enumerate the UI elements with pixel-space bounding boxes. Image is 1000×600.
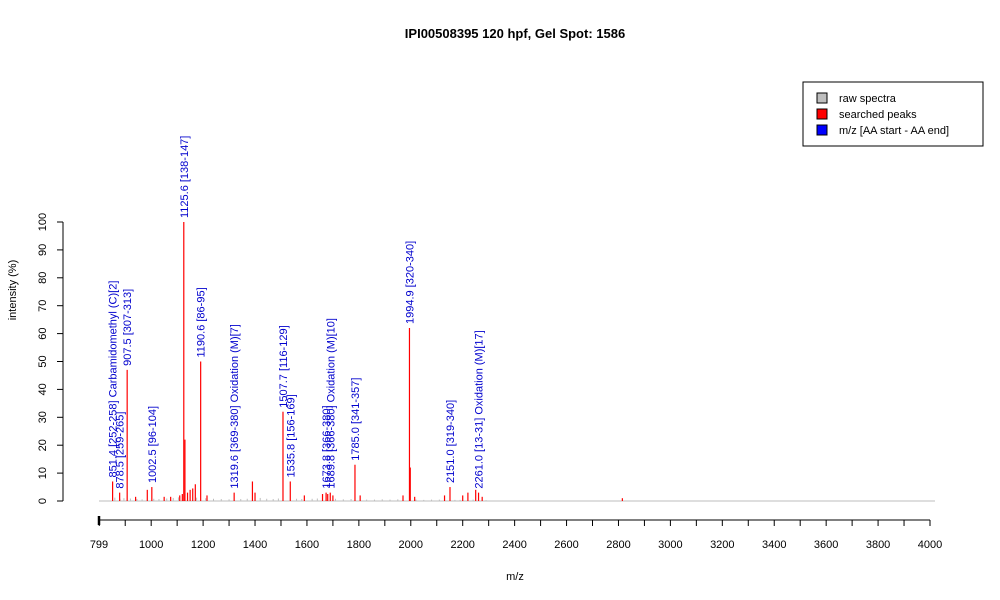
y-tick-label: 0 bbox=[37, 498, 49, 504]
y-tick-label: 70 bbox=[37, 300, 49, 312]
peak-annotation-label: 1785.0 [341-357] bbox=[350, 378, 362, 461]
searched-peaks-series bbox=[112, 222, 623, 501]
legend-swatch bbox=[816, 92, 828, 104]
peak-annotation-label: 1535.8 [156-169] bbox=[285, 394, 297, 477]
y-tick-label: 100 bbox=[37, 213, 49, 231]
legend-label: m/z [AA start - AA end] bbox=[839, 125, 949, 137]
peak-annotation-label: 2261.0 [13-31] Oxidation (M)[17] bbox=[474, 330, 486, 488]
x-tick-label: 1600 bbox=[295, 539, 319, 551]
y-tick-label: 50 bbox=[37, 355, 49, 367]
peak-annotation-label: 1689.8 [366-380] Oxidation (M)[10] bbox=[325, 318, 337, 489]
y-tick-label: 80 bbox=[37, 272, 49, 284]
peak-annotation-label: 907.5 [307-313] bbox=[122, 289, 134, 366]
x-tick-label: 2400 bbox=[502, 539, 526, 551]
y-axis: 0 10 20 30 40 50 60 70 80 90 100 bbox=[37, 213, 64, 504]
y-tick-label: 40 bbox=[37, 383, 49, 395]
x-axis: 799 1000 1200 1400 1600 1800 2000 2200 2400 2600 2… bbox=[90, 516, 942, 551]
x-tick-label: 799 bbox=[90, 539, 108, 551]
legend-box bbox=[802, 81, 984, 147]
x-tick-label: 2200 bbox=[450, 539, 474, 551]
x-axis-label: m/z bbox=[506, 571, 524, 583]
x-tick-label: 3200 bbox=[710, 539, 734, 551]
y-tick-label: 20 bbox=[37, 439, 49, 451]
x-tick-label: 1800 bbox=[347, 539, 371, 551]
legend-label: raw spectra bbox=[839, 93, 897, 105]
y-tick-label: 90 bbox=[37, 244, 49, 256]
x-tick-label: 1400 bbox=[243, 539, 267, 551]
peak-annotation-label: 2151.0 [319-340] bbox=[445, 400, 457, 483]
peak-annotation-label: 1125.6 [138-147] bbox=[179, 136, 191, 218]
chart-title: IPI00508395 120 hpf, Gel Spot: 1586 bbox=[405, 26, 625, 41]
peak-annotation-label: 1002.5 [96-104] bbox=[147, 406, 159, 483]
x-tick-label: 3000 bbox=[658, 539, 682, 551]
x-tick-label: 1200 bbox=[191, 539, 215, 551]
x-tick-label: 3600 bbox=[814, 539, 838, 551]
peak-annotation-label: 1994.9 [320-340] bbox=[404, 241, 416, 324]
peak-annotation-label: 1507.7 [116-129] bbox=[278, 325, 290, 407]
legend: raw spectra searched peaks m/z [AA start -… bbox=[802, 81, 984, 147]
peak-annotation-label: 851.4 [252-258] Carbamidomethyl (C)[2] bbox=[108, 281, 120, 478]
y-tick-label: 10 bbox=[37, 467, 49, 479]
x-tick-label: 2000 bbox=[399, 539, 423, 551]
peak-annotations: 851.4 [252-258] Carbamidomethyl (C)[2]87… bbox=[108, 136, 486, 489]
x-tick-label: 3800 bbox=[866, 539, 890, 551]
x-tick-label: 2800 bbox=[606, 539, 630, 551]
legend-swatch bbox=[816, 124, 828, 136]
legend-swatch bbox=[816, 108, 828, 120]
x-tick-label: 1000 bbox=[139, 539, 163, 551]
peak-annotation-label: 1319.6 [369-380] Oxidation (M)[7] bbox=[229, 324, 241, 488]
x-tick-label: 3400 bbox=[762, 539, 786, 551]
y-tick-label: 30 bbox=[37, 411, 49, 423]
peak-annotation-label: 1190.6 [86-95] bbox=[196, 287, 208, 357]
y-tick-label: 60 bbox=[37, 327, 49, 339]
x-tick-label: 2600 bbox=[554, 539, 578, 551]
legend-label: searched peaks bbox=[839, 109, 917, 121]
y-axis-label: intensity (%) bbox=[7, 260, 19, 321]
x-tick-label: 4000 bbox=[918, 539, 942, 551]
peak-annotation-label: 878.5 [259-265] bbox=[115, 412, 127, 489]
peak-annotation-label: 1673.8 [366-380] bbox=[321, 405, 333, 488]
